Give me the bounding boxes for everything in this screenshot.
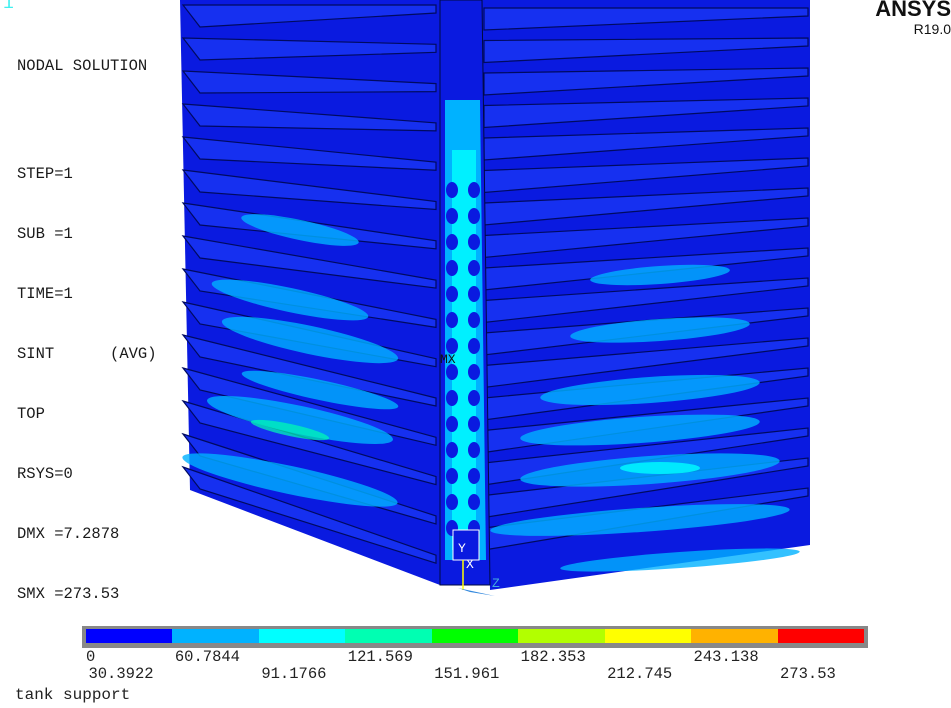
- solution-info: NODAL SOLUTION STEP=1 SUB =1 TIME=1 SINT…: [17, 16, 157, 624]
- stress-hole: [468, 234, 480, 250]
- contour-plot: [180, 0, 810, 596]
- legend-swatch: [691, 629, 778, 643]
- version-label: R19.0: [913, 21, 951, 37]
- stress-zone: [590, 264, 730, 286]
- left-rib: [181, 465, 437, 565]
- info-line: SINT (AVG): [17, 345, 157, 363]
- legend-swatch: [604, 629, 692, 643]
- stress-hole: [446, 338, 458, 354]
- left-rib: [181, 334, 437, 407]
- stress-hole: [468, 416, 480, 432]
- legend-swatch: [518, 629, 605, 643]
- legend-tick-label: 243.138: [693, 648, 759, 666]
- left-rib: [181, 235, 437, 289]
- stress-hole: [468, 208, 480, 224]
- stress-hole: [446, 390, 458, 406]
- info-line: TIME=1: [17, 285, 73, 303]
- stress-hole: [468, 286, 480, 302]
- stress-zone: [570, 317, 750, 343]
- base-plate: [452, 529, 480, 561]
- stress-hole: [446, 182, 458, 198]
- stress-hole: [446, 208, 458, 224]
- info-line: SMX =273.53: [17, 585, 120, 603]
- ansys-logo: ANSYS: [875, 0, 951, 21]
- left-rib: [181, 70, 437, 94]
- info-line: STEP=1: [17, 165, 73, 183]
- stress-zone: [221, 316, 399, 364]
- left-rib: [181, 136, 437, 171]
- stress-hole: [468, 182, 480, 198]
- stress-hole: [446, 416, 458, 432]
- plot-title: tank support: [15, 686, 131, 704]
- stress-zone: [241, 370, 399, 410]
- stress-hole: [446, 286, 458, 302]
- legend-swatch: [345, 629, 432, 643]
- window-number: 1: [3, 0, 14, 14]
- max-marker-label: MX: [440, 352, 456, 367]
- stress-hole: [446, 260, 458, 276]
- stress-hole: [468, 468, 480, 484]
- left-rib: [181, 103, 437, 132]
- stress-hole: [468, 442, 480, 458]
- legend-tick-label: 151.961: [434, 665, 500, 683]
- left-rib: [181, 366, 437, 447]
- legend-tick-label: 60.7844: [174, 648, 240, 666]
- info-line: SUB =1: [17, 225, 73, 243]
- stress-hole: [446, 312, 458, 328]
- stress-hole: [446, 234, 458, 250]
- axis-z-arrow: [458, 588, 495, 596]
- stress-hole: [446, 442, 458, 458]
- info-line: DMX =7.2878: [17, 525, 120, 543]
- axis-z-label: Z: [492, 576, 500, 591]
- stress-hole: [468, 364, 480, 380]
- stress-hole: [468, 260, 480, 276]
- axis-y-label: Y: [458, 541, 466, 556]
- stress-hole: [468, 390, 480, 406]
- color-legend: [82, 626, 868, 648]
- legend-swatch: [86, 629, 173, 643]
- legend-tick-label: 182.353: [520, 648, 586, 666]
- stress-hole: [446, 494, 458, 510]
- stress-hole: [468, 494, 480, 510]
- legend-tick-label: 212.745: [607, 665, 673, 683]
- legend-swatch: [258, 629, 346, 643]
- stress-zone: [250, 419, 330, 441]
- right-rib: [483, 67, 809, 96]
- stress-zone: [490, 504, 790, 536]
- legend-tick-label: 0: [86, 648, 96, 666]
- stress-hole: [468, 312, 480, 328]
- stress-zone: [241, 214, 359, 246]
- legend-swatch: [431, 629, 519, 643]
- left-rib: [181, 37, 437, 61]
- stress-zone: [211, 279, 369, 321]
- legend-tick-label: 273.53: [780, 665, 836, 683]
- stress-zone: [560, 548, 800, 572]
- legend-swatch: [172, 629, 259, 643]
- legend-swatch: [777, 629, 864, 643]
- left-rib: [181, 169, 437, 211]
- stress-zone: [540, 374, 760, 406]
- right-rib: [483, 37, 809, 64]
- legend-tick-label: 121.569: [347, 648, 413, 666]
- info-line: RSYS=0: [17, 465, 73, 483]
- left-rib: [181, 399, 437, 486]
- legend-tick-label: 30.3922: [88, 665, 154, 683]
- stress-zone: [182, 453, 398, 507]
- stress-zone: [620, 462, 700, 474]
- info-line: TOP: [17, 405, 45, 423]
- stress-zone: [520, 414, 760, 446]
- right-rib: [483, 7, 809, 31]
- stress-zone: [207, 395, 393, 445]
- stress-hole: [468, 338, 480, 354]
- legend-tick-label: 91.1766: [261, 665, 327, 683]
- axis-x-label: X: [466, 557, 474, 572]
- info-heading: NODAL SOLUTION: [17, 57, 148, 75]
- left-rib: [181, 4, 437, 28]
- stress-hole: [446, 468, 458, 484]
- stress-hole: [446, 364, 458, 380]
